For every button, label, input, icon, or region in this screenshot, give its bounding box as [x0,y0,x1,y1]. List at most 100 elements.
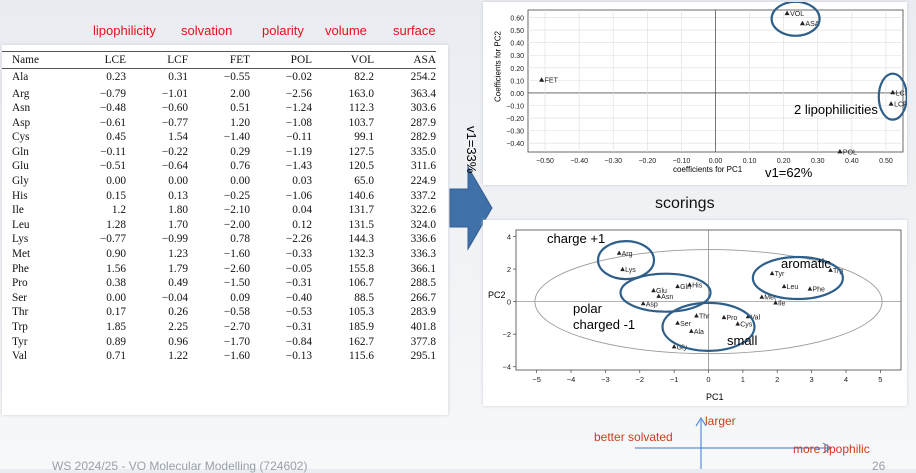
table-cell: −2.10 [188,203,250,218]
hdr-lipophilicity: lipophilicity [93,23,156,38]
table-cell: 1.56 [64,262,126,277]
table-row: Tyr 0.89 0.96 −1.70 −0.84 162.7 377.8 [2,335,436,350]
x-tick-label: −0.30 [604,158,622,165]
table-cell: 0.29 [188,145,250,160]
hdr-volume: volume [325,23,367,38]
x-tick-label: −5 [532,375,541,384]
x-tick-label: 4 [844,375,848,384]
table-cell: 0.04 [250,203,312,218]
table-cell: 1.23 [126,247,188,262]
table-row: His 0.15 0.13 −0.25 −1.06 140.6 337.2 [2,189,436,204]
table-row: Trp 1.85 2.25 −2.70 −0.31 185.9 401.8 [2,320,436,335]
highlight-circle [772,2,820,36]
loadings-plot: 0.600.500.400.300.200.100.00−0.10−0.20−0… [483,2,907,185]
table-cell: −0.79 [64,87,126,102]
table-cell: −1.50 [188,276,250,291]
table-cell: 0.45 [64,130,126,145]
annotation-aromatic: aromatic [781,256,831,271]
table-cell: 0.17 [64,305,126,320]
col-header: VOL [312,52,374,69]
table-cell: 0.51 [188,101,250,116]
point-label-his: His [692,283,703,290]
loadings-plot-panel: 0.60 0.50 0.40 0.30 0.20 0.10 0.00 −0.10 −0.20 −0… [483,2,907,185]
y-tick-label: 0.30 [510,53,524,60]
point-marker [890,90,895,95]
x-tick-label: −2 [635,375,644,384]
point-marker [785,11,790,16]
table-cell: 0.49 [126,276,188,291]
hdr-solvation: solvation [181,23,232,38]
table-cell: 283.9 [374,305,436,320]
table-cell: −0.55 [188,69,250,87]
table-cell: 1.20 [188,116,250,131]
table-cell: 163.0 [312,87,374,102]
table-cell: 0.00 [188,174,250,189]
table-cell: 366.1 [374,262,436,277]
table-cell: −0.99 [126,232,188,247]
scores-plot-panel: 4 2 0 −2 −4 −5 −4 −3 −2 −1 0 1 2 3 4 5 Arg Lys Glu Gln His As… [483,220,907,406]
table-cell: Trp [2,320,64,335]
table-cell: 65.0 [312,174,374,189]
y-tick-label: −0.20 [506,116,524,123]
x-tick-label: 3 [810,375,814,384]
y-tick-label: 0.10 [510,78,524,85]
table-cell: 295.1 [374,349,436,364]
point-label-cys: Cys [740,322,753,329]
table-cell: −0.40 [250,291,312,306]
table-row: Ser 0.00 −0.04 0.09 −0.40 88.5 266.7 [2,291,436,306]
x-tick-label: 1 [741,375,745,384]
table-row: Ile 1.2 1.80 −2.10 0.04 131.7 322.6 [2,203,436,218]
table-cell: −1.60 [188,247,250,262]
y-tick-label: 0.00 [510,91,524,98]
x-tick-label: −4 [567,375,576,384]
table-cell: Arg [2,87,64,102]
table-cell: −0.58 [188,305,250,320]
table-cell: 0.15 [64,189,126,204]
table-row: Ala 0.23 0.31 −0.55 −0.02 82.2 254.2 [2,69,436,87]
annotation-2-lipophilicities: 2 lipophilicities [794,102,878,117]
table-row: Met 0.90 1.23 −1.60 −0.33 132.3 336.3 [2,247,436,262]
table-cell: −0.77 [126,116,188,131]
table-cell: Ile [2,203,64,218]
footer-page: 26 [872,459,885,473]
y-tick-label: −0.10 [506,104,524,111]
table-cell: −1.60 [188,349,250,364]
table-cell: 2.00 [188,87,250,102]
point-marker [539,77,544,82]
loadings-xlabel: coefficients for PC1 [673,165,742,174]
point-label-pol: POL [843,149,857,156]
more-lipophilic-label: more lipophilic [793,442,870,456]
table-row: Cys 0.45 1.54 −1.40 −0.11 99.1 282.9 [2,130,436,145]
point-label-arg: Arg [622,251,633,258]
table-cell: 88.5 [312,291,374,306]
point-label-ile: Ile [778,300,786,307]
point-label-leu: Leu [787,284,799,291]
descriptor-table-panel: Name LCE LCF FET POL VOL ASA Ala 0.23 0.31… [2,45,448,415]
table-cell: 115.6 [312,349,374,364]
table-cell: Thr [2,305,64,320]
table-cell: 99.1 [312,130,374,145]
table-cell: 1.22 [126,349,188,364]
table-cell: −0.53 [250,305,312,320]
table-cell: Ser [2,291,64,306]
table-cell: 0.96 [126,335,188,350]
x-tick-label: 0.00 [709,158,723,165]
table-cell: −1.01 [126,87,188,102]
y-tick-label: −0.40 [506,141,524,148]
col-header: FET [188,52,250,69]
col-header: POL [250,52,312,69]
table-cell: 0.12 [250,218,312,233]
loadings-ylabel: Coefficients for PC2 [494,12,503,122]
y-tick-label: 0.40 [510,41,524,48]
table-cell: 127.5 [312,145,374,160]
y-tick-label: −2 [502,330,511,339]
table-cell: Asn [2,101,64,116]
table-cell: 132.3 [312,247,374,262]
table-cell: −0.25 [188,189,250,204]
table-cell: −0.31 [250,276,312,291]
table-cell: −0.77 [64,232,126,247]
point-label-fet: FET [545,78,559,85]
table-cell: 0.09 [188,291,250,306]
point-label-ser: Ser [680,321,692,328]
point-marker [800,21,805,26]
